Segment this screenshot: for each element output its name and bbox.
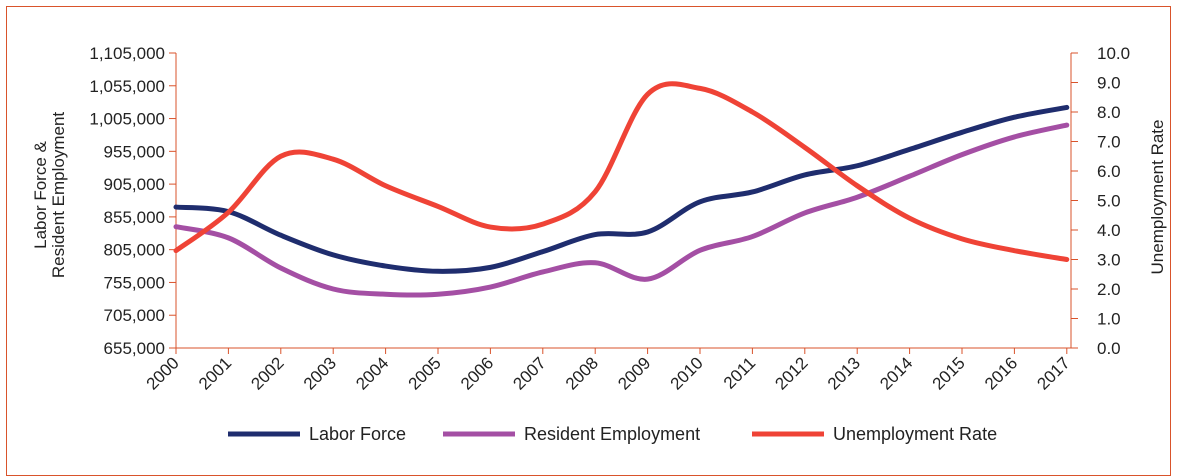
left-axis: 1,105,000 1,055,000 1,005,000 955,000 905,00… bbox=[89, 44, 176, 358]
left-tick-label: 1,105,000 bbox=[89, 44, 165, 63]
legend-item-resident-employment: Resident Employment bbox=[443, 424, 700, 444]
line-chart: 1,105,000 1,055,000 1,005,000 955,000 905,00… bbox=[0, 0, 1184, 449]
x-tick-label: 2002 bbox=[247, 353, 287, 393]
x-tick-label: 2006 bbox=[457, 353, 497, 393]
right-tick-label: 5.0 bbox=[1097, 192, 1121, 211]
y-axis-title-line-1: Labor Force & bbox=[31, 140, 50, 248]
left-tick-label: 1,055,000 bbox=[89, 77, 165, 96]
x-tick-label: 2017 bbox=[1033, 353, 1073, 393]
left-tick-label: 955,000 bbox=[104, 142, 165, 161]
legend: Labor Force Resident Employment Unemploy… bbox=[228, 424, 997, 444]
right-tick-label: 6.0 bbox=[1097, 162, 1121, 181]
left-tick-label: 855,000 bbox=[104, 208, 165, 227]
right-tick-label: 8.0 bbox=[1097, 103, 1121, 122]
x-tick-label: 2005 bbox=[405, 353, 445, 393]
x-tick-label: 2010 bbox=[667, 353, 707, 393]
x-tick-label: 2009 bbox=[614, 353, 654, 393]
right-tick-label: 4.0 bbox=[1097, 221, 1121, 240]
left-tick-label: 1,005,000 bbox=[89, 110, 165, 129]
right-tick-label: 1.0 bbox=[1097, 310, 1121, 329]
right-tick-label: 3.0 bbox=[1097, 251, 1121, 270]
x-tick-label: 2000 bbox=[143, 353, 183, 393]
left-tick-label: 705,000 bbox=[104, 306, 165, 325]
legend-item-labor-force: Labor Force bbox=[228, 424, 406, 444]
x-axis: 2000 2001 2002 2003 2004 2005 2006 2007 2008 2009… bbox=[143, 348, 1074, 394]
series-layer bbox=[176, 84, 1067, 295]
right-axis: 10.0 9.0 8.0 7.0 6.0 5.0 4.0 3.0 2.0 1.0 0.0 bbox=[1071, 44, 1130, 358]
right-tick-label: 2.0 bbox=[1097, 280, 1121, 299]
y2-axis-title: Unemployment Rate bbox=[1148, 120, 1167, 275]
right-tick-label: 10.0 bbox=[1097, 44, 1130, 63]
left-tick-label: 905,000 bbox=[104, 175, 165, 194]
x-tick-label: 2013 bbox=[824, 353, 864, 393]
left-tick-label: 655,000 bbox=[104, 339, 165, 358]
x-tick-label: 2011 bbox=[720, 353, 759, 392]
x-tick-label: 2015 bbox=[929, 353, 969, 393]
legend-label-unemployment-rate: Unemployment Rate bbox=[833, 424, 997, 444]
y-axis-title-line-2: Resident Employment bbox=[49, 112, 68, 279]
legend-label-resident-employment: Resident Employment bbox=[524, 424, 700, 444]
x-tick-label: 2014 bbox=[876, 353, 916, 393]
x-tick-label: 2001 bbox=[195, 353, 235, 393]
legend-item-unemployment-rate: Unemployment Rate bbox=[752, 424, 997, 444]
right-tick-label: 7.0 bbox=[1097, 133, 1121, 152]
legend-label-labor-force: Labor Force bbox=[309, 424, 406, 444]
x-tick-label: 2004 bbox=[352, 353, 392, 393]
series-line-labor-force bbox=[176, 107, 1067, 271]
left-tick-label: 755,000 bbox=[104, 273, 165, 292]
x-tick-label: 2008 bbox=[562, 353, 602, 393]
left-tick-label: 805,000 bbox=[104, 241, 165, 260]
x-tick-label: 2012 bbox=[771, 353, 811, 393]
x-tick-label: 2003 bbox=[300, 353, 340, 393]
x-tick-label: 2016 bbox=[981, 353, 1021, 393]
right-tick-label: 9.0 bbox=[1097, 74, 1121, 93]
x-tick-label: 2007 bbox=[509, 353, 549, 393]
right-tick-label: 0.0 bbox=[1097, 339, 1121, 358]
